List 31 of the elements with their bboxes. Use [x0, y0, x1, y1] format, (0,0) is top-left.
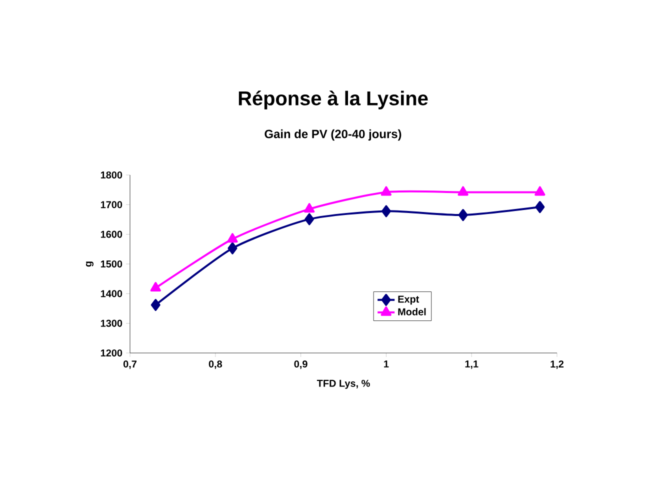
point — [535, 201, 545, 214]
point — [380, 186, 392, 196]
y-axis-title: g — [86, 262, 94, 267]
point — [304, 203, 315, 213]
point — [228, 242, 238, 254]
point — [150, 298, 160, 311]
legend-label: Model — [398, 308, 426, 316]
chart-title: Réponse à la Lysine — [238, 90, 428, 110]
y-tick-label: 1600 — [100, 230, 122, 238]
y-tick-label: 1300 — [100, 320, 122, 327]
point — [458, 209, 468, 222]
legend-label: Expt — [398, 296, 420, 305]
x-tick-label: 0,9 — [294, 360, 308, 370]
point — [150, 282, 161, 292]
y-tick-label: 1500 — [100, 260, 122, 268]
x-tick-label: 0,8 — [208, 360, 222, 370]
point — [227, 233, 238, 243]
x-tick-label: 0,7 — [123, 360, 136, 370]
x-tick-label: 1,1 — [465, 360, 478, 369]
y-tick-label: 1700 — [100, 201, 122, 208]
point — [458, 186, 468, 196]
x-tick-label: 1,2 — [550, 360, 564, 370]
x-axis-title: TFD Lys, % — [316, 380, 370, 389]
y-tick-label: 1200 — [100, 349, 122, 357]
point — [381, 205, 391, 218]
chart-subtitle: Gain de PV (20-40 jours) — [264, 129, 402, 141]
y-tick-label: 1800 — [100, 171, 122, 179]
y-tick-label: 1400 — [100, 290, 122, 298]
point — [534, 186, 546, 196]
x-tick-label: 1 — [384, 360, 389, 368]
point — [304, 213, 314, 226]
